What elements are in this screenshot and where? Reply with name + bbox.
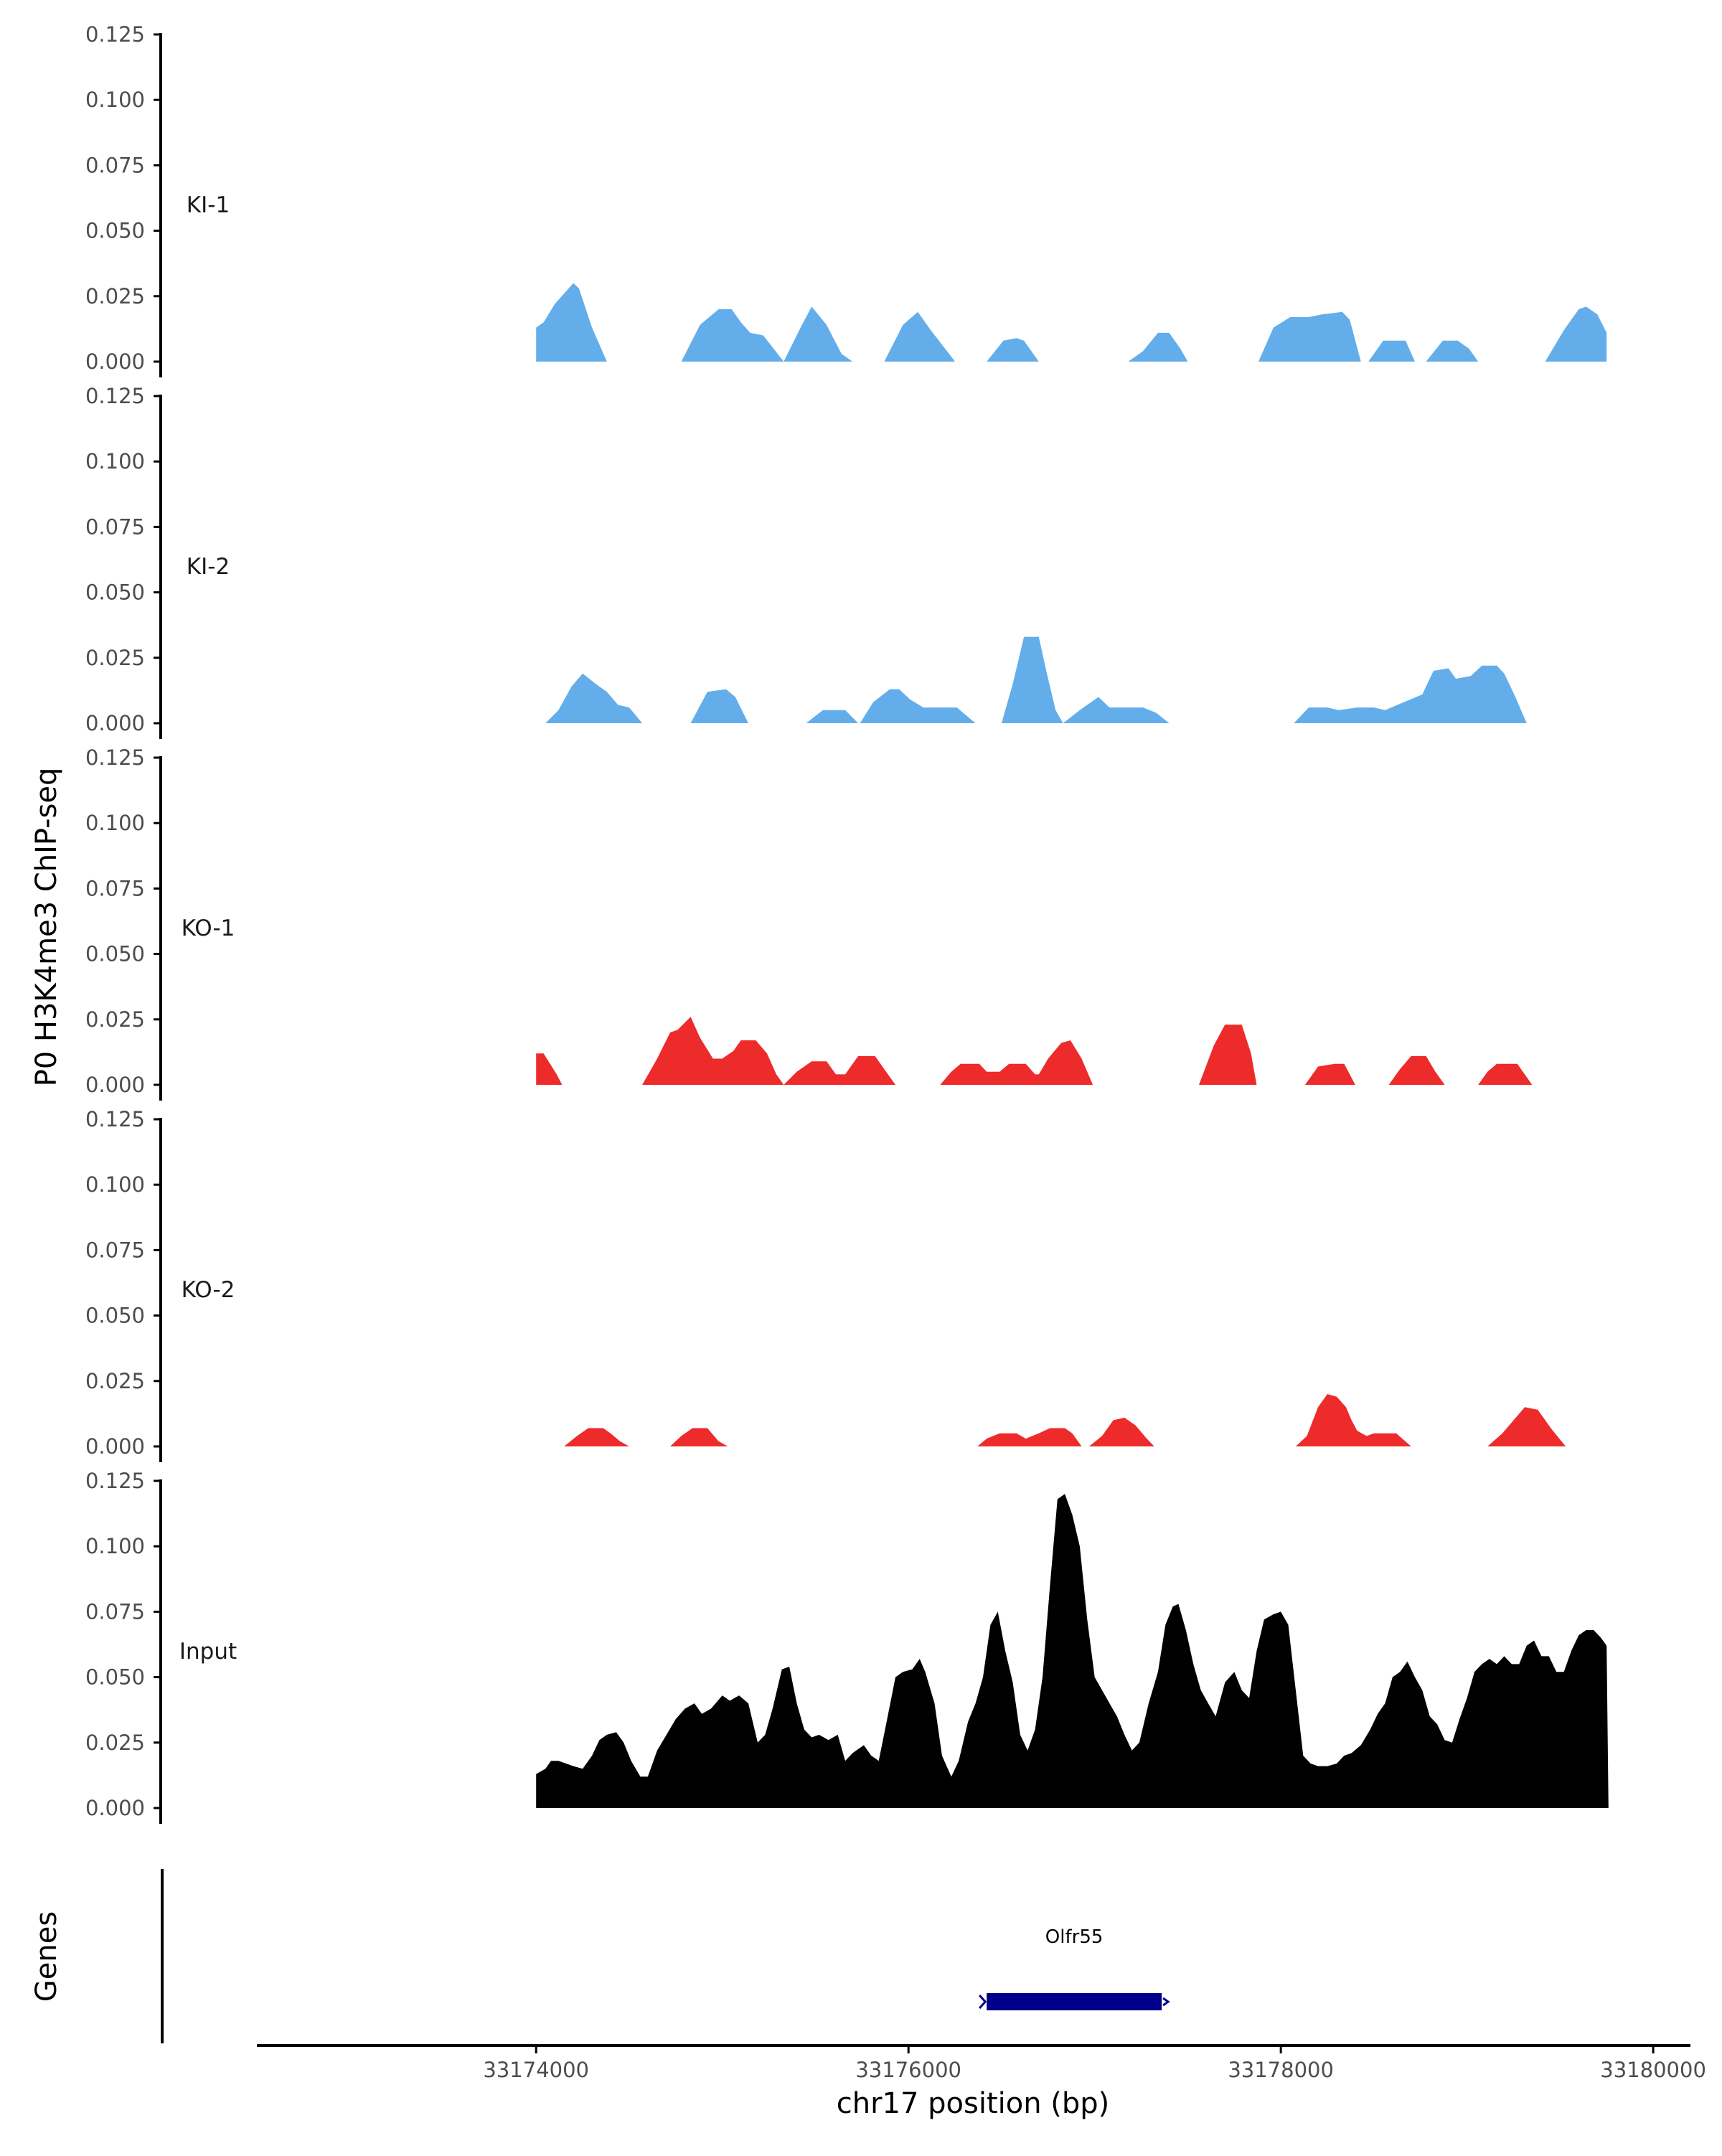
y-tick-label-ko-2-5: 0.125	[85, 1107, 145, 1131]
coverage-area-ko-2-3	[1088, 1417, 1154, 1446]
coverage-area-ki-2-0	[545, 673, 643, 723]
coverage-area-ko-1-1	[642, 1017, 784, 1085]
track-label-ko-1: KO-1	[182, 915, 235, 941]
track-ki-1: 0.000 0.025 0.050 0.075 0.100 0.125 KI-1	[85, 22, 1607, 377]
track-label-ki-1: KI-1	[187, 192, 230, 218]
track-ko-2: 0.000 0.025 0.050 0.075 0.100 0.125 KO-2	[85, 1107, 1566, 1462]
x-tick-label-0: 33174000	[483, 2058, 589, 2082]
y-tick-label-ko-1-1: 0.025	[85, 1007, 145, 1032]
coverage-area-ki-1-0	[536, 283, 607, 362]
y-axis-title: P0 H3K4me3 ChIP-seq	[30, 768, 63, 1087]
y-tick-label-ko-1-5: 0.125	[85, 745, 145, 770]
track-ki-2: 0.000 0.025 0.050 0.075 0.100 0.125 KI-2	[85, 384, 1527, 739]
track-label-input: Input	[179, 1639, 237, 1665]
y-tick-label-input-4: 0.100	[85, 1534, 145, 1558]
coverage-area-ko-1-6	[1388, 1055, 1445, 1085]
coverage-area-ki-1-7	[1368, 340, 1415, 362]
coverage-area-ki-1-3	[884, 311, 956, 362]
x-axis: 33174000 33176000 33178000 33180000	[257, 2044, 1706, 2082]
y-tick-label-input-3: 0.075	[85, 1599, 145, 1624]
gene-label: Olfr55	[1045, 1926, 1104, 1948]
y-tick-label-input-1: 0.025	[85, 1731, 145, 1755]
coverage-area-ki-1-8	[1426, 340, 1479, 362]
coverage-area-ki-2-3	[860, 689, 976, 723]
coverage-area-ki-1-4	[987, 338, 1039, 362]
coverage-area-ki-1-5	[1128, 332, 1188, 362]
tracks-layer: 0.0000.0250.0500.0750.1000.125KI-10.0000…	[85, 22, 1609, 1824]
y-tick-label-ki-2-0: 0.000	[85, 711, 145, 735]
coverage-area-ki-2-1	[690, 689, 748, 723]
coverage-area-input-0	[536, 1494, 1609, 1808]
gene-end-chevron-icon	[1162, 1997, 1170, 2007]
y-tick-label-ki-2-1: 0.025	[85, 646, 145, 670]
y-tick-label-input-5: 0.125	[85, 1469, 145, 1493]
y-tick-label-ki-1-5: 0.125	[85, 22, 145, 47]
y-tick-label-ki-1-3: 0.075	[85, 153, 145, 177]
x-axis-title: chr17 position (bp)	[837, 2087, 1110, 2120]
track-ko-1: 0.000 0.025 0.050 0.075 0.100 0.125 KO-1	[85, 745, 1533, 1101]
y-tick-label-input-2: 0.050	[85, 1665, 145, 1690]
coverage-area-ko-2-4	[1295, 1394, 1411, 1446]
y-tick-label-ki-2-3: 0.075	[85, 514, 145, 539]
coverage-area-ki-1-1	[681, 309, 784, 362]
x-tick-label-1: 33176000	[855, 2058, 961, 2082]
y-tick-label-ki-2-4: 0.100	[85, 449, 145, 474]
coverage-area-ki-1-6	[1258, 311, 1361, 362]
y-tick-label-ko-2-3: 0.075	[85, 1238, 145, 1262]
genes-axis-title: Genes	[30, 1911, 63, 2002]
y-tick-label-ki-1-2: 0.050	[85, 219, 145, 243]
y-tick-label-ki-1-0: 0.000	[85, 349, 145, 374]
y-tick-label-ko-2-0: 0.000	[85, 1434, 145, 1459]
gene-body-olfr55	[987, 1993, 1162, 2010]
coverage-area-ki-2-5	[1063, 697, 1170, 723]
coverage-area-ki-1-2	[784, 306, 853, 362]
coverage-area-ko-1-7	[1478, 1063, 1533, 1085]
y-tick-label-ki-1-1: 0.025	[85, 284, 145, 309]
coverage-area-ko-1-0	[536, 1053, 563, 1085]
coverage-area-ki-2-4	[1001, 636, 1063, 723]
coverage-area-ko-2-0	[564, 1428, 629, 1446]
gene-strand-chevron-icon	[979, 1995, 987, 2009]
track-label-ki-2: KI-2	[187, 554, 230, 580]
x-tick-label-3: 33180000	[1600, 2058, 1706, 2082]
track-label-ko-2: KO-2	[182, 1277, 235, 1303]
y-tick-label-ki-2-5: 0.125	[85, 384, 145, 408]
y-tick-label-ko-2-1: 0.025	[85, 1369, 145, 1393]
track-input: 0.000 0.025 0.050 0.075 0.100 0.125 Input	[85, 1469, 1609, 1824]
coverage-area-ki-2-6	[1294, 665, 1527, 723]
y-tick-label-ko-2-2: 0.050	[85, 1304, 145, 1328]
coverage-area-ko-1-2	[784, 1055, 895, 1085]
coverage-area-ko-1-5	[1304, 1063, 1355, 1085]
coverage-area-ko-1-4	[1199, 1025, 1257, 1085]
coverage-area-ko-2-1	[670, 1428, 728, 1446]
coverage-area-ki-2-2	[806, 710, 859, 723]
gene-panel: Olfr55	[161, 1869, 1170, 2043]
y-tick-label-ko-1-3: 0.075	[85, 876, 145, 900]
y-tick-label-input-0: 0.000	[85, 1796, 145, 1820]
coverage-area-ko-2-2	[977, 1428, 1082, 1446]
y-tick-label-ki-1-4: 0.100	[85, 88, 145, 112]
y-tick-label-ko-1-0: 0.000	[85, 1073, 145, 1097]
y-tick-label-ko-2-4: 0.100	[85, 1172, 145, 1197]
coverage-area-ko-1-3	[940, 1040, 1093, 1085]
y-tick-label-ki-2-2: 0.050	[85, 580, 145, 605]
coverage-area-ki-1-9	[1545, 306, 1607, 362]
coverage-area-ko-2-5	[1487, 1407, 1566, 1446]
x-tick-label-2: 33178000	[1228, 2058, 1334, 2082]
y-tick-label-ko-1-4: 0.100	[85, 811, 145, 835]
y-tick-label-ko-1-2: 0.050	[85, 942, 145, 966]
